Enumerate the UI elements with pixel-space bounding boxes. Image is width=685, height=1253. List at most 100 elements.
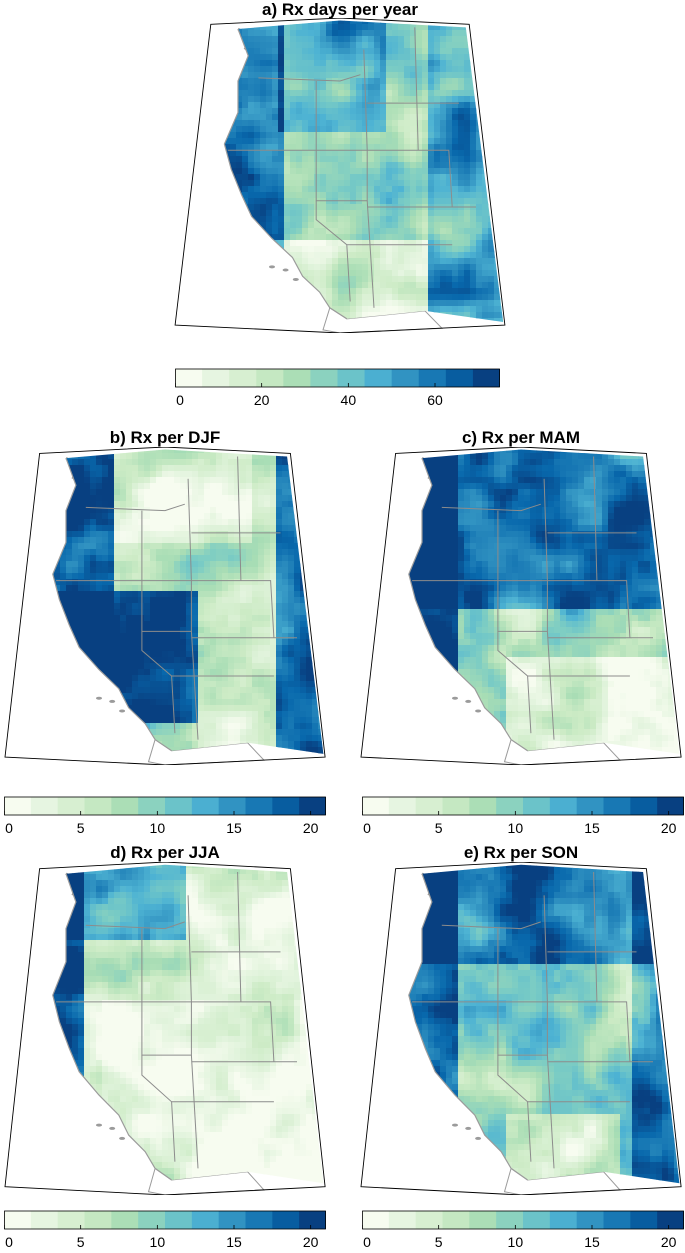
map-cell: [452, 90, 459, 97]
map-cell: [150, 501, 157, 508]
map-cell: [90, 513, 97, 520]
map-cell: [248, 198, 255, 205]
map-cell: [204, 525, 211, 532]
map-cell: [344, 312, 351, 319]
map-cell: [264, 543, 271, 550]
map-cell: [96, 645, 103, 652]
map-cell: [66, 573, 73, 580]
map-cell: [386, 228, 393, 235]
map-cell: [192, 513, 199, 520]
map-cell: [180, 591, 187, 598]
map-cell: [108, 591, 115, 598]
map-cell: [404, 282, 411, 289]
map-cell: [476, 192, 483, 199]
map-cell: [410, 276, 417, 283]
map-cell: [66, 549, 73, 556]
map-cell: [180, 645, 187, 652]
map-cell: [182, 30, 188, 36]
map-cell: [282, 555, 289, 562]
map-cell: [362, 240, 369, 247]
map-cell: [416, 258, 423, 265]
map-cell: [258, 567, 265, 574]
map-cell: [392, 78, 399, 85]
map-cell: [108, 603, 115, 610]
map-cell: [102, 645, 109, 652]
map-cell: [260, 216, 267, 223]
map-cell: [240, 561, 247, 568]
map-cell: [314, 162, 321, 169]
map-cell: [108, 555, 115, 562]
map-cell: [410, 120, 417, 127]
map-cell: [132, 513, 139, 520]
map-cell: [464, 312, 471, 319]
map-cell: [452, 240, 459, 247]
map-cell: [288, 567, 295, 574]
map-cell: [150, 459, 157, 466]
map-cell: [192, 459, 199, 466]
map-cell: [90, 591, 97, 598]
map-cell: [392, 216, 399, 223]
map-cell: [374, 144, 381, 151]
map-cell: [246, 507, 253, 514]
map-cell: [204, 627, 211, 634]
map-cell: [306, 531, 313, 538]
map-cell: [314, 36, 321, 43]
map-cell: [252, 561, 259, 568]
map-cell: [344, 276, 351, 283]
map-cell: [506, 120, 510, 126]
map-cell: [198, 591, 205, 598]
map-cell: [12, 585, 18, 591]
map-cell: [326, 78, 333, 85]
map-cell: [428, 192, 435, 199]
map-cell: [452, 168, 459, 175]
map-cell: [434, 168, 441, 175]
map-cell: [258, 621, 265, 628]
map-cell: [428, 240, 435, 247]
map-cell: [24, 519, 30, 525]
map-cell: [350, 150, 357, 157]
map-cell: [368, 114, 375, 121]
map-cell: [12, 531, 18, 537]
map-cell: [324, 609, 330, 615]
map-cell: [260, 192, 267, 199]
map-cell: [144, 531, 151, 538]
map-cell: [434, 60, 441, 67]
map-cell: [126, 483, 133, 490]
map-cell: [168, 525, 175, 532]
map-cell: [294, 477, 301, 484]
map-cell: [488, 162, 495, 169]
map-cell: [344, 264, 351, 271]
map-cell: [386, 102, 393, 109]
map-cell: [470, 294, 477, 301]
map-cell: [326, 144, 333, 151]
map-cell: [312, 495, 319, 502]
map-cell: [470, 174, 477, 181]
map-cell: [188, 66, 194, 72]
map-cell: [404, 174, 411, 181]
map-cell: [476, 174, 483, 181]
map-cell: [222, 621, 229, 628]
map-cell: [506, 42, 510, 48]
map-cell: [284, 96, 291, 103]
map-cell: [458, 234, 465, 241]
map-cell: [204, 561, 211, 568]
map-cell: [216, 513, 223, 520]
map-cell: [296, 216, 303, 223]
map-cell: [404, 102, 411, 109]
map-cell: [284, 36, 291, 43]
map-cell: [138, 651, 145, 658]
map-cell: [204, 471, 211, 478]
map-cell: [254, 108, 261, 115]
map-cell: [446, 180, 453, 187]
map-cell: [84, 621, 91, 628]
map-cell: [404, 168, 411, 175]
map-cell: [458, 138, 465, 145]
map-cell: [272, 198, 279, 205]
map-cell: [464, 192, 471, 199]
map-cell: [302, 84, 309, 91]
map-cell: [266, 72, 273, 79]
map-cell: [458, 144, 465, 151]
map-cell: [386, 36, 393, 43]
map-cell: [198, 471, 205, 478]
map-cell: [302, 204, 309, 211]
